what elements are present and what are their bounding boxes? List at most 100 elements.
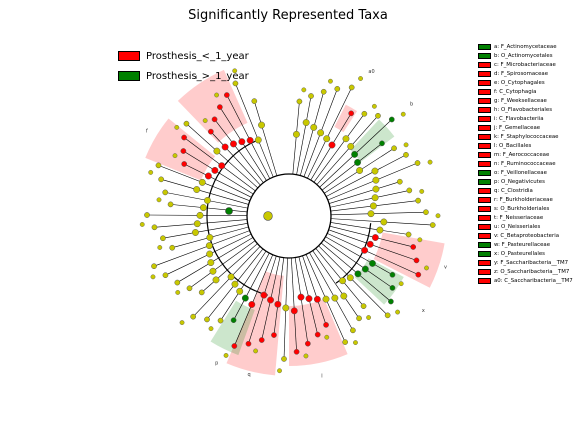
branch	[330, 222, 409, 235]
branch	[201, 243, 258, 293]
node-leaf	[204, 316, 210, 323]
branch	[313, 113, 365, 183]
branch	[330, 211, 426, 216]
node-leaf	[245, 340, 252, 347]
node-leaf	[410, 244, 417, 250]
taxa-legend-label: r: F_Burkholderiaceae	[494, 196, 553, 203]
node-leaf	[415, 197, 421, 204]
node-leaf	[414, 160, 421, 166]
node-mid	[371, 167, 379, 175]
node-mid	[323, 135, 331, 143]
node-leaf	[413, 257, 420, 264]
node-leaf	[183, 120, 190, 127]
sector-label-f: f	[146, 128, 148, 134]
branch	[189, 240, 256, 289]
node-mid	[206, 250, 214, 258]
clade-sector-i	[177, 69, 248, 143]
node-leaf	[375, 112, 381, 119]
branch	[183, 150, 254, 195]
taxa-legend-label: o: F_Veillonellaceae	[494, 169, 547, 176]
node-mid	[193, 186, 201, 193]
branch	[318, 245, 388, 316]
chart-title: Significantly Represented Taxa	[188, 8, 388, 23]
taxa-legend-label: k: F_Staphylococcaceae	[494, 133, 559, 140]
node-leaf-outer	[324, 334, 330, 340]
taxa-legend-item: c: F_Microbacteriaceae	[478, 60, 573, 69]
legend-label-gt: Prosthesis_>_1_year	[146, 70, 249, 82]
node-mid	[212, 276, 220, 284]
node-leaf-outer	[395, 309, 400, 315]
taxa-legend-swatch	[478, 97, 491, 104]
sector-label-a0: a0	[368, 69, 374, 75]
branch	[323, 239, 393, 289]
node-leaf	[342, 339, 348, 345]
group-legend: Prosthesis_<_1_year Prosthesis_>_1_year	[118, 48, 249, 88]
taxa-legend-swatch	[478, 88, 491, 95]
taxa-legend-label: a0: C_Saccharibacteria__TM7	[494, 277, 573, 284]
taxa-legend-swatch	[478, 151, 491, 158]
node-mid	[211, 166, 219, 174]
taxa-legend-swatch	[478, 205, 491, 212]
node-leaf	[181, 134, 187, 141]
branch	[226, 94, 271, 179]
taxa-legend-label: z: O_Saccharibacteria__TM7	[494, 268, 570, 275]
branch	[154, 219, 248, 228]
taxa-legend-item: q: C_Clostridia	[478, 186, 573, 195]
branch	[294, 257, 309, 344]
node-mid	[207, 259, 215, 267]
node-leaf-outer	[214, 92, 219, 98]
node-leaf	[415, 271, 422, 278]
node-leaf	[174, 279, 181, 286]
node-mid	[317, 129, 325, 137]
node-leaf-outer	[139, 222, 145, 227]
branch	[273, 257, 285, 336]
sector-label-q: q	[247, 372, 250, 378]
taxa-legend-item: t: F_Neisseriaceae	[478, 213, 573, 222]
node-mid	[354, 270, 362, 278]
branch	[325, 236, 393, 276]
taxa-legend-label: u: O_Neisseriales	[494, 223, 541, 230]
node-mid	[376, 226, 384, 234]
taxa-legend-swatch	[478, 79, 491, 86]
node-leaf	[403, 151, 409, 158]
node-mid	[342, 135, 350, 143]
node-leaf-outer	[232, 68, 238, 74]
branch	[186, 123, 258, 189]
node-mid	[274, 300, 282, 308]
taxa-legend-label: e: O_Cytophagales	[494, 79, 545, 86]
branch	[307, 87, 352, 179]
branch	[248, 255, 277, 344]
node-mid	[322, 295, 330, 303]
node-mid	[209, 267, 217, 275]
node-leaf	[271, 332, 277, 338]
node-mid	[354, 158, 362, 166]
taxa-legend-item: e: O_Cytophagales	[478, 78, 573, 87]
node-leaf	[230, 317, 237, 324]
taxa-legend-item: r: F_Burkholderiaceae	[478, 195, 573, 204]
node-leaf	[348, 84, 355, 91]
node-mid	[292, 130, 300, 138]
taxa-legend-item: z: O_Saccharibacteria__TM7	[478, 267, 573, 276]
node-leaf-outer	[427, 159, 433, 165]
node-leaf	[217, 104, 223, 110]
node-leaf-outer	[400, 111, 406, 117]
node-mid	[339, 277, 346, 285]
node-leaf-outer	[403, 142, 409, 148]
branch	[329, 181, 400, 204]
node-leaf-outer	[223, 353, 229, 358]
node-leaf	[151, 224, 158, 231]
clade-sectors	[145, 69, 445, 376]
taxa-legend-label: t: F_Neisseriaceae	[494, 214, 544, 221]
taxa-legend-swatch	[478, 187, 491, 194]
node-leaf	[350, 327, 356, 334]
node-leaf-outer	[419, 188, 425, 194]
branch	[329, 225, 414, 248]
node-leaf-outer	[424, 265, 429, 271]
node-leaf	[167, 201, 174, 208]
node-mid	[267, 296, 274, 304]
node-leaf-outer	[417, 237, 423, 243]
taxa-legend-label: g: F_Weeksellaceae	[494, 97, 547, 104]
node-leaf-outer	[148, 169, 154, 175]
taxa-legend-item: a: F_Actinomycetaceae	[478, 42, 573, 51]
node-leaf	[296, 98, 303, 105]
